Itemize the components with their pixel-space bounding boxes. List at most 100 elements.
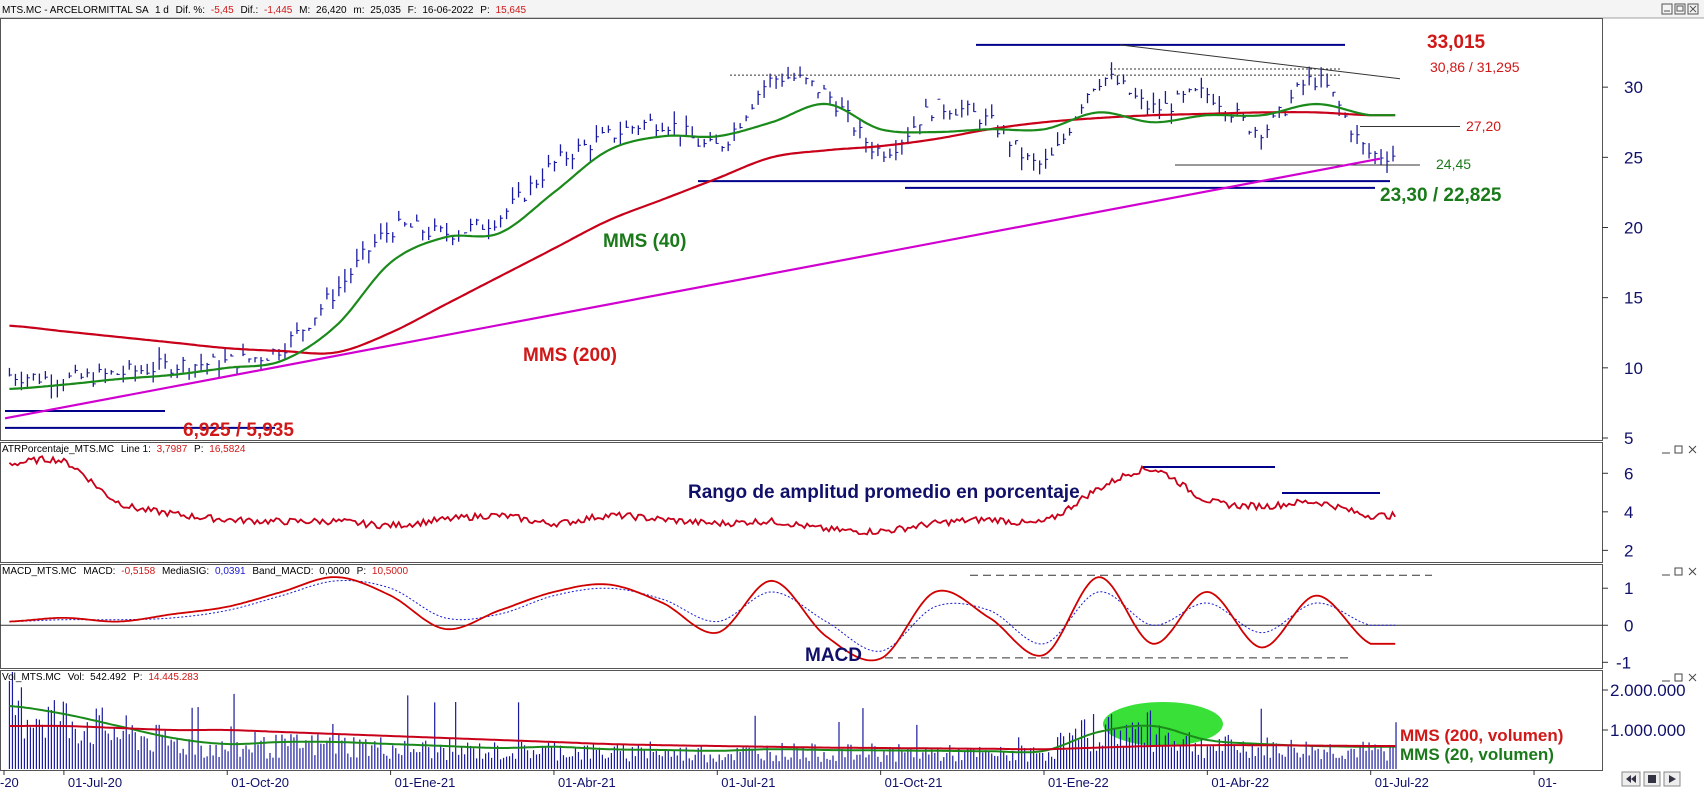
volume-mms20-line bbox=[9, 705, 1396, 754]
volume-ytick-label: 1.000.000 bbox=[1610, 721, 1686, 740]
window-close-icon bbox=[1688, 567, 1697, 576]
x-tick-label: 01-Jul-22 bbox=[1375, 775, 1429, 790]
x-tick-label: -20 bbox=[0, 775, 19, 790]
x-tick-label: 01-Ene-21 bbox=[395, 775, 456, 790]
date-label: F: bbox=[408, 5, 417, 16]
volume-mms200-line bbox=[9, 724, 1396, 751]
symbol: MTS.MC bbox=[2, 5, 41, 16]
uptrend-line bbox=[4, 157, 1381, 420]
price-ytick-label: 15 bbox=[1624, 289, 1643, 308]
price-label: P: bbox=[480, 5, 489, 16]
annotation-3086-31295: 30,86 / 31,295 bbox=[1430, 59, 1520, 75]
window-close-icon bbox=[1688, 445, 1697, 454]
window-close-icon bbox=[1688, 673, 1697, 682]
subpanel-controls-0[interactable] bbox=[1662, 445, 1697, 454]
atr-title: Rango de amplitud promedio en porcentaje bbox=[688, 482, 1080, 503]
x-tick-label: 01-Abr-22 bbox=[1211, 775, 1269, 790]
dif-pct-label: Dif. %: bbox=[176, 5, 205, 16]
annotation-6925-5935: 6,925 / 5,935 bbox=[183, 420, 294, 441]
signal-value: 0,0391 bbox=[215, 566, 246, 577]
volume-mms200-label: MMS (200, volumen) bbox=[1400, 726, 1563, 745]
min-label: m: bbox=[353, 5, 364, 16]
dif-pct-value: -5,45 bbox=[211, 5, 234, 16]
panel-frame-vol bbox=[0, 670, 1603, 771]
panel-frames bbox=[0, 18, 1697, 771]
date-value: 16-06-2022 bbox=[422, 5, 474, 16]
price-ytick-label: 10 bbox=[1624, 359, 1643, 378]
signal-label: MediaSIG: bbox=[162, 566, 209, 577]
macd-header-text: MACD_MTS.MC MACD: -0,5158 MediaSIG: 0,03… bbox=[2, 566, 408, 577]
macd-ytick-label: -1 bbox=[1616, 653, 1631, 672]
volume-value: 542.492 bbox=[90, 672, 127, 683]
atr-line bbox=[8, 455, 1396, 536]
band-label: Band_MACD: bbox=[252, 566, 313, 577]
price-ytick-label: 20 bbox=[1624, 218, 1643, 237]
atr-price-label: P: bbox=[194, 444, 203, 455]
annotation-2330-22825: 23,30 / 22,825 bbox=[1380, 185, 1502, 206]
mms40-line bbox=[9, 102, 1396, 390]
atr-panel: 2 4 6 Rango de amplitud promedio en porcent… bbox=[8, 455, 1633, 560]
macd-ytick-label: 1 bbox=[1624, 579, 1633, 598]
x-tick-label: 01-Oct-21 bbox=[885, 775, 943, 790]
signal-line bbox=[9, 580, 1396, 652]
volume-ytick-label: 2.000.000 bbox=[1610, 681, 1686, 700]
volume-price-value: 14.445.283 bbox=[148, 672, 198, 683]
atr-price-value: 16,5824 bbox=[209, 444, 246, 455]
x-tick-label: 01-Jul-20 bbox=[68, 775, 122, 790]
max-value: 26,420 bbox=[316, 5, 347, 16]
price-panel: 5 10 15 20 25 30 33,015 30,86 / 31,295 27,20 24,4… bbox=[4, 32, 1643, 448]
header-bar bbox=[0, 0, 1704, 18]
x-tick-label: 01- bbox=[1538, 775, 1557, 790]
window-restore-icon bbox=[1674, 673, 1683, 682]
macd-line bbox=[9, 576, 1396, 662]
volume-header-text: Vol_MTS.MC Vol: 542.492 P: 14.445.283 bbox=[2, 672, 199, 683]
panel-frame-price bbox=[0, 18, 1603, 441]
window-controls-main[interactable] bbox=[1661, 3, 1699, 15]
price-header-text: MTS.MC - ARCELORMITTAL SA 1 d Dif. %: -5… bbox=[2, 5, 527, 16]
atr-header-text: ATRPorcentaje_MTS.MC Line 1: 3,7987 P: 1… bbox=[2, 444, 246, 455]
x-tick-label: 01-Abr-21 bbox=[558, 775, 616, 790]
subpanel-controls-1[interactable] bbox=[1662, 567, 1697, 576]
volume-label: Vol: bbox=[68, 672, 85, 683]
macd-value: -0,5158 bbox=[121, 566, 155, 577]
subpanel-controls-2[interactable] bbox=[1662, 673, 1697, 682]
macd-ytick-label: 0 bbox=[1624, 616, 1633, 635]
x-tick-label: 01-Jul-21 bbox=[721, 775, 775, 790]
window-close-icon[interactable] bbox=[1687, 3, 1699, 15]
window-minimize-icon[interactable] bbox=[1661, 3, 1673, 15]
company-name: ARCELORMITTAL SA bbox=[50, 5, 149, 16]
price-lines: 5 10 15 20 25 30 33,015 30,86 / 31,295 27,20 24,4… bbox=[4, 32, 1643, 448]
period: 1 d bbox=[155, 5, 169, 16]
volume-name: Vol_MTS.MC bbox=[2, 672, 61, 683]
volume-panel: 1.000.000 2.000.000 MMS (200, volumen)MMS … bbox=[8, 672, 1686, 769]
min-value: 25,035 bbox=[370, 5, 401, 16]
atr-ytick-label: 2 bbox=[1624, 541, 1633, 560]
macd-title: MACD bbox=[805, 645, 862, 666]
macd-name: MACD_MTS.MC bbox=[2, 566, 76, 577]
price-ytick-label: 30 bbox=[1624, 78, 1643, 97]
mms40-label: MMS (40) bbox=[603, 231, 686, 252]
annotation-2445: 24,45 bbox=[1436, 156, 1471, 172]
annotation-2720: 27,20 bbox=[1466, 118, 1501, 134]
dif-value: -1,445 bbox=[264, 5, 293, 16]
macd-panel: -1 0 1 MACD bbox=[0, 574, 1633, 672]
macd-price-label: P: bbox=[357, 566, 366, 577]
panel-frame-macd bbox=[0, 564, 1603, 669]
downtrend-line bbox=[1119, 44, 1401, 80]
window-restore-icon bbox=[1674, 445, 1683, 454]
max-label: M: bbox=[299, 5, 310, 16]
price-ytick-label: 5 bbox=[1624, 429, 1633, 448]
macd-price-value: 10,5000 bbox=[372, 566, 409, 577]
bottom-controls[interactable] bbox=[1621, 771, 1681, 787]
window-restore-icon[interactable] bbox=[1674, 3, 1686, 15]
atr-line-label: Line 1: bbox=[121, 444, 151, 455]
atr-name: ATRPorcentaje_MTS.MC bbox=[2, 444, 114, 455]
volume-mms20-label: MMS (20, volumen) bbox=[1400, 745, 1554, 764]
atr-ytick-label: 6 bbox=[1624, 464, 1633, 483]
macd-label: MACD: bbox=[83, 566, 115, 577]
band-value: 0,0000 bbox=[319, 566, 350, 577]
x-tick-label: 01-Ene-22 bbox=[1048, 775, 1109, 790]
mms200-label: MMS (200) bbox=[523, 345, 617, 366]
